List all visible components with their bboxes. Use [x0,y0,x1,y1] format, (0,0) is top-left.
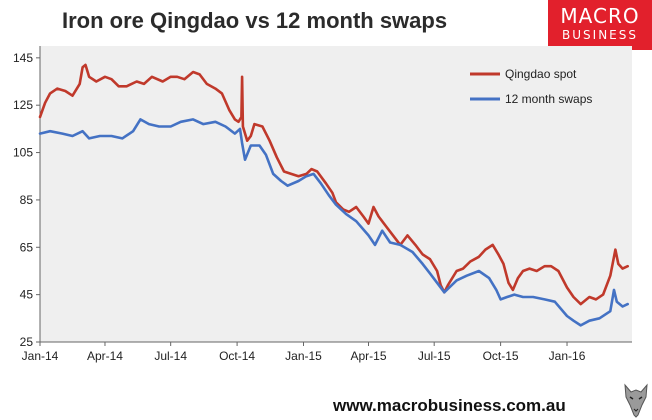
x-tick-label: Jul-14 [154,349,187,363]
series-layer [38,63,629,327]
logo-line-1: MACRO [560,4,640,28]
y-tick-label: 145 [13,51,33,65]
x-tick-label: Jan-15 [285,349,322,363]
y-tick-label: 45 [20,288,34,302]
y-tick-label: 125 [13,98,33,112]
x-tick-label: Apr-14 [87,349,123,363]
x-tick-label: Oct-15 [483,349,519,363]
x-tick-label: Jan-16 [549,349,586,363]
chart-title: Iron ore Qingdao vs 12 month swaps [62,8,448,33]
axes: 25 45 65 85 105 125 145 Jan-14 Apr-14 Jul-14 Oct-1… [13,46,632,363]
logo-line-2: BUSINESS [562,28,638,42]
macrobusiness-logo: MACRO BUSINESS [548,0,652,50]
plot-area [40,46,632,342]
x-tick-label: Jul-15 [418,349,451,363]
legend: Qingdao spot 12 month swaps [470,67,592,106]
y-tick-label: 65 [20,240,34,254]
y-tick-label: 105 [13,146,33,160]
legend-label-swaps: 12 month swaps [505,92,592,106]
swaps-12-month-line [38,118,629,327]
legend-label-qingdao: Qingdao spot [505,67,577,81]
y-tick-label: 25 [20,335,34,349]
qingdao-spot-line [38,63,629,306]
wolf-logo-icon [624,383,648,418]
x-tick-label: Jan-14 [22,349,59,363]
y-tick-label: 85 [20,193,34,207]
x-tick-label: Oct-14 [219,349,255,363]
x-tick-label: Apr-15 [350,349,386,363]
footer-url: www.macrobusiness.com.au [333,396,566,415]
